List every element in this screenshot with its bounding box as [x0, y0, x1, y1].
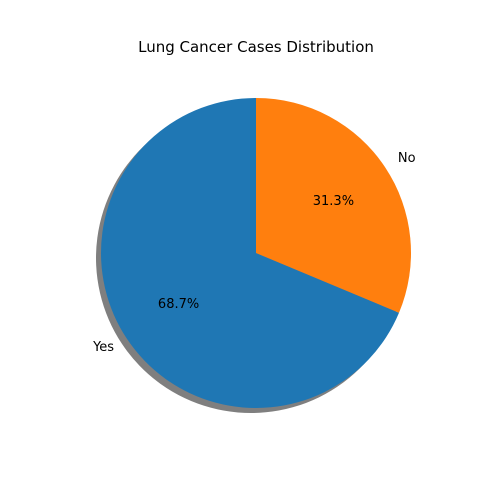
slice-percent-no: 31.3% — [313, 194, 354, 209]
pie-slice-no — [256, 98, 412, 313]
chart-title: Lung Cancer Cases Distribution — [138, 38, 374, 56]
pie-slice-yes — [101, 98, 400, 408]
slice-label-no: No — [398, 151, 416, 166]
pie-slices — [101, 98, 412, 408]
slice-label-yes: Yes — [92, 340, 114, 355]
slice-percent-yes: 68.7% — [158, 297, 199, 312]
pie-labels: Yes 68.7% No 31.3% — [92, 151, 416, 355]
